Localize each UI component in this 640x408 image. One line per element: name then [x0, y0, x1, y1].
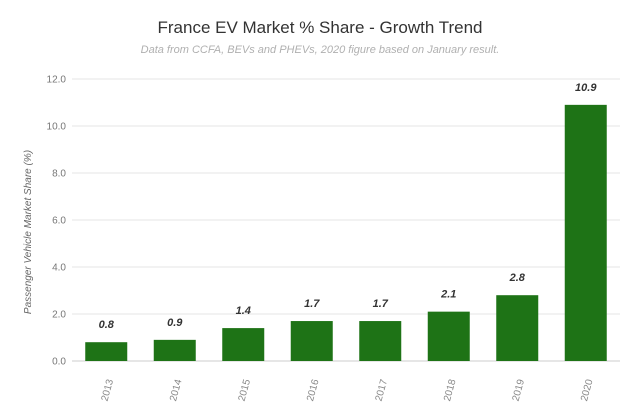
x-tick-label-2018: 2018 — [442, 378, 458, 403]
chart-title: France EV Market % Share - Growth Trend — [157, 18, 483, 37]
x-tick-label-2013: 2013 — [100, 378, 116, 403]
y-tick-label: 4.0 — [52, 263, 66, 274]
bar-2016 — [290, 321, 333, 361]
data-labels: 0.8 0.9 1.4 1.7 1.7 2.1 2.8 10.9 — [99, 82, 598, 331]
y-tick-label: 0.0 — [52, 357, 66, 368]
data-label-2019: 2.8 — [509, 272, 526, 284]
x-tick-label-2019: 2019 — [511, 378, 527, 403]
x-axis-ticks: 2013 2014 2015 2016 2017 2018 2019 2020 — [100, 378, 596, 403]
bar-2013 — [85, 342, 128, 361]
bar-2014 — [153, 339, 196, 361]
data-label-2018: 2.1 — [440, 289, 456, 301]
data-label-2017: 1.7 — [373, 298, 389, 310]
y-tick-label: 6.0 — [52, 216, 66, 227]
bar-2020 — [564, 104, 607, 361]
bars — [85, 104, 607, 361]
x-tick-label-2017: 2017 — [374, 378, 390, 403]
data-label-2014: 0.9 — [167, 317, 183, 329]
chart-subtitle: Data from CCFA, BEVs and PHEVs, 2020 fig… — [140, 44, 500, 56]
y-axis-label: Passenger Vehicle Market Share (%) — [23, 150, 34, 314]
data-label-2013: 0.8 — [99, 319, 115, 331]
data-label-2020: 10.9 — [575, 82, 597, 94]
x-tick-label-2014: 2014 — [168, 378, 184, 403]
data-label-2016: 1.7 — [304, 298, 320, 310]
bar-2015 — [222, 328, 265, 361]
bar-2019 — [496, 295, 539, 361]
x-tick-label-2015: 2015 — [237, 378, 253, 403]
x-tick-label-2016: 2016 — [305, 378, 321, 403]
y-tick-label: 10.0 — [47, 122, 67, 133]
y-axis-ticks: 0.0 2.0 4.0 6.0 8.0 10.0 12.0 — [47, 75, 67, 368]
y-tick-label: 2.0 — [52, 310, 66, 321]
y-tick-label: 12.0 — [47, 75, 67, 86]
bar-2017 — [359, 321, 402, 361]
data-label-2015: 1.4 — [236, 305, 251, 317]
x-tick-label-2020: 2020 — [579, 378, 595, 403]
bar-2018 — [427, 311, 470, 361]
y-tick-label: 8.0 — [52, 169, 66, 180]
